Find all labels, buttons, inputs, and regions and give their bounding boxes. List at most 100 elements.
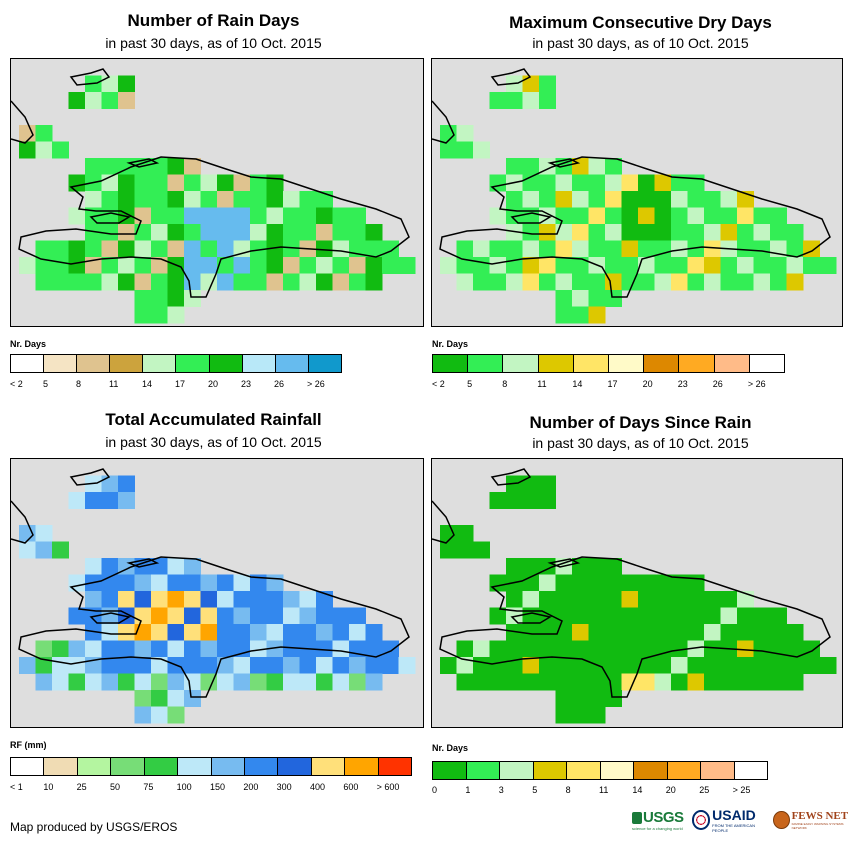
grid-cell [489,174,507,192]
legend-label: 8 [565,785,571,795]
legend-labels: < 2 5 8 11 14 17 20 23 26 > 26 [432,379,783,391]
grid-cell [85,591,102,608]
grid-cell [555,591,573,608]
grid-cell [349,624,366,641]
grid-cell [621,174,639,192]
grid-cell [52,141,69,159]
map-days-since-rain[interactable] [431,458,843,728]
grid-cell [200,657,218,674]
grid-cell [184,273,201,291]
grid-cell [134,706,152,724]
grid-cell [621,574,639,592]
grid-cell [283,257,300,274]
grid-cell [316,624,333,641]
grid-cell [134,240,152,258]
grid-cell [316,257,333,274]
grid-cell [720,257,738,274]
grid-cell [134,574,152,592]
grid-cell [572,690,589,707]
grid-cell [671,640,688,658]
grid-cell [456,240,474,258]
grid-cell [704,273,721,291]
grid-cell [217,240,234,258]
grid-cell [134,207,152,225]
grid-cell [35,125,53,142]
grid-cell [588,191,606,208]
grid-cell [233,657,251,674]
legend-swatch [468,355,504,372]
legend-swatch [734,762,767,779]
grid-cell [572,306,589,324]
grid-cell [200,624,218,641]
grid-cell [68,574,86,592]
grid-cell [134,657,152,674]
grid-cell [217,273,234,291]
grid-cell [770,624,787,641]
grid-cell [85,558,102,575]
map-max-dry-days[interactable] [431,58,843,327]
grid-cell [473,240,490,258]
grid-cell [184,657,201,674]
grid-cell [522,224,540,241]
grid-cell [35,240,53,258]
grid-cell [506,492,523,509]
grid-cell [654,191,672,208]
grid-cell [539,75,556,93]
grid-cell [654,591,672,608]
legend-label: < 2 [432,379,445,389]
grid-cell [572,673,589,691]
grid-cell [118,75,135,93]
map-rain-days[interactable] [10,58,424,327]
map-total-rainfall[interactable] [10,458,424,728]
grid-cell [250,657,267,674]
grid-cell [332,657,350,674]
grid-cell [522,657,540,674]
grid-cell [588,574,606,592]
panel-subtitle: in past 30 days, as of 10 Oct. 2015 [105,434,322,450]
grid-cell [605,640,622,658]
grid-cell [332,673,350,691]
grid-cell [704,240,721,258]
grid-cell [786,224,804,241]
legend-label: 5 [532,785,538,795]
grid-cell [687,240,705,258]
fewsnet-logo[interactable]: FEWS NET FAMINE EARLY WARNING SYSTEMS NE… [772,810,854,830]
grid-cell [737,624,754,641]
usgs-logo[interactable]: USGS science for a changing world [632,809,684,831]
grid-cell [68,673,86,691]
grid-cell [299,607,317,625]
grid-cell [654,657,672,674]
inagua-outline [490,468,532,486]
grid-cell [671,174,688,192]
grid-cell [737,640,754,658]
panel-subtitle: in past 30 days, as of 10 Oct. 2015 [105,35,322,51]
grid-cell [250,273,267,291]
legend-swatch [77,355,111,372]
grid-cell [687,673,705,691]
grid-cell [473,673,490,691]
grid-cell [440,125,457,142]
grid-cell [200,591,218,608]
grid-cell [233,240,251,258]
grid-cell [621,673,639,691]
grid-cell [638,174,655,192]
legend-swatch [701,762,735,779]
grid-cell [687,574,705,592]
legend-label: 150 [210,782,226,792]
grid-cell [786,673,804,691]
grid-cell [522,640,540,658]
legend-label: 400 [310,782,326,792]
grid-cell [671,591,688,608]
grid-cell [167,607,185,625]
legend-swatch [500,762,534,779]
grid-cell [52,240,69,258]
grid-cell [118,657,135,674]
usaid-logo[interactable]: USAID FROM THE AMERICAN PEOPLE [691,807,767,833]
tortuga-outline [547,558,581,568]
legend-label: < 1 [10,782,23,792]
grid-cell [473,273,490,291]
grid-cell [332,224,350,241]
grid-cell [299,673,317,691]
grid-cell [539,191,556,208]
grid-cell [184,191,201,208]
